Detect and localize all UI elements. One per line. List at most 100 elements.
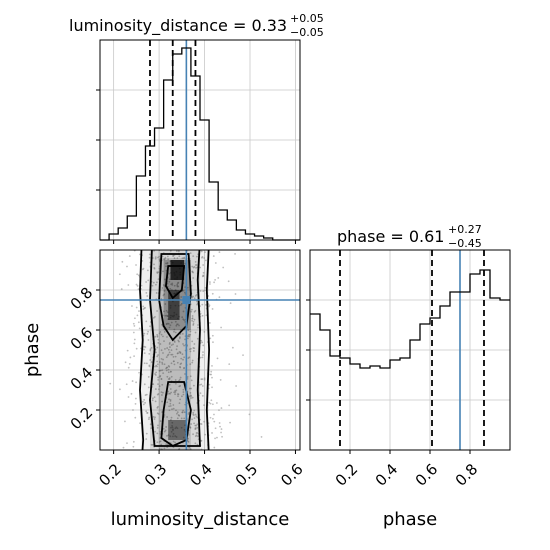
sample-point — [143, 362, 146, 365]
sample-point — [118, 273, 121, 276]
sample-point — [158, 440, 161, 443]
sample-point — [169, 287, 172, 290]
sample-point — [214, 278, 217, 281]
sample-point — [146, 412, 149, 414]
sample-point — [163, 284, 166, 287]
sample-point — [204, 433, 207, 436]
sample-point — [135, 347, 138, 350]
sample-point — [200, 250, 203, 253]
sample-point — [166, 261, 169, 264]
sample-point — [170, 416, 173, 419]
sample-point — [133, 317, 136, 320]
sample-point — [170, 353, 173, 356]
contour-mid — [149, 250, 201, 447]
sample-point — [211, 432, 213, 434]
sample-point — [218, 409, 220, 412]
y-tick-label: 0.8 — [67, 284, 97, 314]
sample-point — [194, 260, 197, 263]
sample-point — [158, 369, 161, 372]
sample-point — [147, 376, 150, 378]
sample-point — [122, 446, 125, 449]
sample-point — [145, 438, 148, 440]
sample-point — [189, 252, 192, 255]
sample-point — [181, 316, 184, 319]
sample-point — [169, 388, 172, 390]
sample-point — [184, 338, 186, 341]
sample-point — [133, 338, 136, 341]
histogram-step-luminosity-distance — [100, 47, 300, 241]
sample-point — [219, 379, 222, 381]
sample-point — [146, 332, 149, 335]
sample-point — [192, 324, 195, 326]
sample-point — [157, 278, 160, 281]
sample-point — [202, 271, 205, 274]
sample-point — [192, 266, 195, 269]
sample-point — [148, 253, 151, 256]
sample-point — [171, 283, 174, 286]
sample-point — [211, 364, 213, 367]
sample-point — [150, 361, 153, 363]
sample-point — [191, 317, 194, 319]
sample-point — [218, 296, 221, 299]
sample-point — [156, 426, 159, 429]
sample-point — [175, 436, 178, 438]
sample-point — [181, 411, 184, 414]
sample-point — [159, 374, 162, 377]
sample-point — [191, 270, 194, 273]
sample-point — [155, 371, 158, 374]
sample-point — [149, 325, 151, 328]
sample-point — [229, 421, 231, 424]
sample-point — [213, 413, 215, 416]
sample-point — [128, 255, 131, 257]
sample-point — [133, 355, 135, 358]
sample-point — [213, 420, 216, 423]
sample-point — [189, 363, 192, 366]
sample-point — [166, 354, 169, 357]
sample-point — [178, 340, 180, 343]
sample-point — [133, 342, 136, 345]
sample-point — [157, 376, 160, 379]
sample-point — [168, 343, 171, 345]
sample-point — [152, 415, 155, 418]
sample-point — [208, 322, 211, 324]
sample-point — [157, 342, 160, 344]
sample-point — [184, 373, 186, 375]
sample-point — [166, 311, 169, 314]
sample-point — [168, 409, 171, 412]
sample-point — [187, 437, 190, 440]
sample-point — [163, 289, 166, 292]
sample-point — [157, 383, 159, 386]
sample-point — [195, 415, 198, 418]
sample-point — [168, 280, 171, 283]
sample-point — [169, 346, 171, 348]
y-tick-label: 0.2 — [67, 404, 97, 434]
histogram-phase-panel: phase = 0.61 +0.27 −0.45 0.2 0.4 0.6 0.8 ph… — [306, 223, 511, 530]
sample-point — [154, 256, 157, 259]
sample-point — [147, 339, 150, 341]
sample-point — [167, 434, 170, 437]
sample-point — [146, 269, 149, 272]
sample-point — [192, 433, 194, 436]
sample-point — [180, 302, 183, 305]
sample-point — [188, 356, 191, 359]
sample-point — [109, 382, 112, 385]
density-cell — [168, 290, 180, 320]
sample-point — [166, 366, 169, 369]
sample-point — [151, 399, 154, 402]
sample-point — [170, 349, 173, 351]
sample-point — [203, 377, 206, 380]
sample-point — [191, 265, 194, 268]
sample-point — [150, 346, 153, 349]
sample-point — [149, 349, 152, 352]
title-luminosity-distance-lower-error: −0.05 — [290, 26, 324, 39]
sample-point — [154, 335, 157, 338]
sample-point — [169, 402, 172, 405]
sample-point — [165, 323, 168, 325]
sample-point — [216, 436, 218, 439]
sample-point — [166, 347, 169, 349]
sample-point — [138, 327, 141, 330]
sample-point — [186, 376, 189, 378]
sample-point — [204, 259, 207, 262]
sample-point — [192, 320, 195, 323]
sample-point — [132, 409, 134, 411]
